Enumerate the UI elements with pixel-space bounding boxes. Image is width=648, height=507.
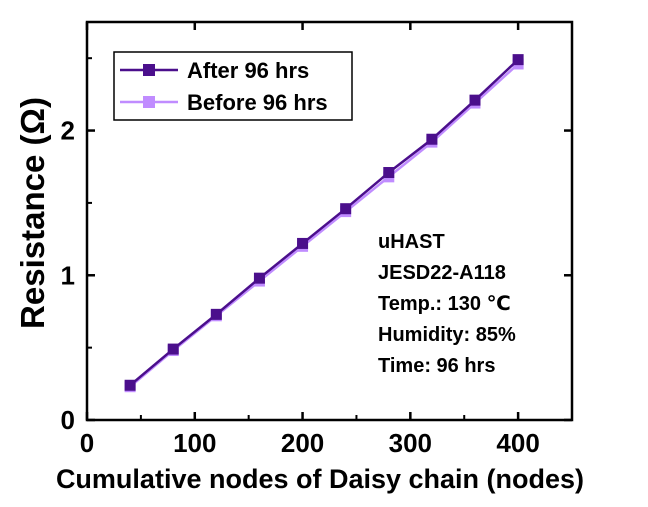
data-point xyxy=(210,308,222,320)
data-point xyxy=(469,94,481,106)
series-line xyxy=(129,58,519,387)
data-point xyxy=(426,133,438,145)
plot-frame xyxy=(85,20,574,422)
legend-label: After 96 hrs xyxy=(187,58,309,83)
data-point xyxy=(512,54,524,66)
annotation-line: Time: 96 hrs xyxy=(378,355,495,377)
data-point xyxy=(297,237,309,249)
annotation-line: uHAST xyxy=(378,231,445,253)
y-tick-label: 0 xyxy=(61,405,75,435)
test-conditions-annotation: uHAST JESD22-A118 Temp.: 130 ℃ Humidity: 85… xyxy=(378,231,516,377)
series-after xyxy=(124,54,524,391)
data-point xyxy=(124,379,136,391)
plot-border xyxy=(85,20,574,422)
data-point xyxy=(383,167,395,179)
x-tick-label: 200 xyxy=(281,428,324,458)
x-axis-label: Cumulative nodes of Daisy chain (nodes) xyxy=(56,464,584,494)
data-point xyxy=(253,272,265,284)
x-tick-label: 400 xyxy=(496,428,539,458)
series-layer xyxy=(124,54,524,393)
y-tick-label: 1 xyxy=(61,260,75,290)
y-tick-label: 2 xyxy=(61,116,75,146)
data-point xyxy=(167,343,179,355)
data-point xyxy=(340,203,352,215)
legend: After 96 hrs Before 96 hrs xyxy=(113,51,353,121)
y-axis-label: Resistance (Ω) xyxy=(14,97,51,329)
legend-marker xyxy=(143,64,155,76)
legend-marker xyxy=(143,96,155,108)
annotation-line: Temp.: 130 ℃ xyxy=(378,293,511,315)
x-tick-label: 100 xyxy=(173,428,216,458)
annotation-line: JESD22-A118 xyxy=(378,262,506,284)
x-tick-label: 0 xyxy=(80,428,94,458)
x-axis-ticks: 0 100 200 300 400 xyxy=(80,22,540,458)
x-tick-label: 300 xyxy=(389,428,432,458)
annotation-line: Humidity: 85% xyxy=(378,324,516,346)
legend-label: Before 96 hrs xyxy=(187,90,328,115)
y-axis-ticks: 0 1 2 xyxy=(61,57,572,435)
legend-box xyxy=(113,51,353,121)
